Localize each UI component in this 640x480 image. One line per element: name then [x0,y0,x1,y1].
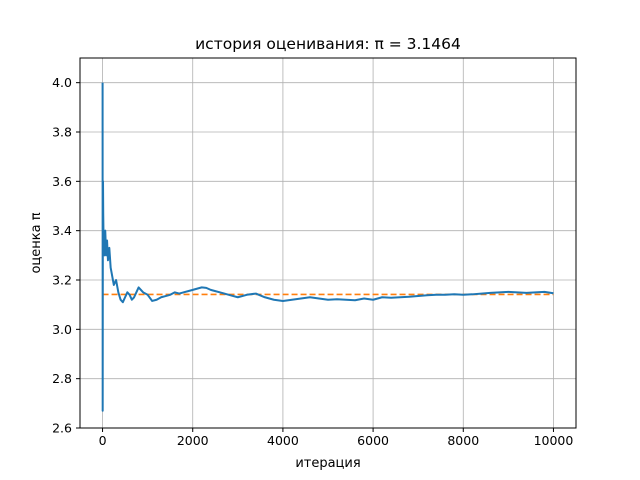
x-tick-label: 8000 [447,433,479,448]
y-tick-label: 2.6 [52,421,72,436]
y-tick-label: 3.8 [52,125,72,140]
chart-title: история оценивания: π = 3.1464 [195,35,461,53]
y-axis-label: оценка π [29,212,44,273]
y-tick-label: 3.4 [52,223,72,238]
y-tick-label: 3.6 [52,174,72,189]
plot-frame [79,57,577,429]
ticks: 0 2000 4000 6000 8000 10000 2.6 2.8 3.0 3.2 3.4 3.6… [52,75,573,448]
grid [80,58,576,429]
x-tick-label: 0 [99,433,107,448]
series-layer [101,82,554,412]
y-tick-label: 3.0 [52,322,72,337]
x-tick-label: 10000 [534,433,574,448]
x-axis-label: итерация [295,456,360,471]
y-tick-label: 4.0 [52,75,72,90]
x-tick-label: 4000 [267,433,299,448]
estimate-line [101,82,554,412]
x-tick-label: 2000 [177,433,209,448]
x-tick-label: 6000 [357,433,389,448]
y-tick-label: 2.8 [52,371,72,386]
y-tick-label: 3.2 [52,273,72,288]
